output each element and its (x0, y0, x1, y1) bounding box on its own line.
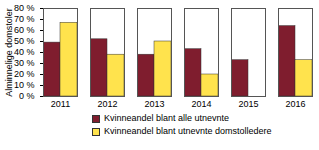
html-text:Kvinneandel blant utnevnte dom: Kvinneandel blant utnevnte domstolledere (104, 126, 272, 136)
svg-text:2011: 2011 (51, 99, 70, 109)
html-text:Kvinneandel blant alle utnevnt: Kvinneandel blant alle utnevnte (104, 113, 230, 123)
svg-text:2014: 2014 (191, 99, 211, 109)
svg-text:20 %: 20 % (14, 69, 35, 79)
svg-text:2016: 2016 (285, 99, 305, 109)
svg-text:60 %: 60 % (14, 25, 35, 35)
svg-text:0 %: 0 % (19, 91, 35, 101)
svg-text:30 %: 30 % (14, 58, 35, 68)
svg-text:2013: 2013 (144, 99, 164, 109)
svg-text:10 %: 10 % (14, 80, 35, 90)
svg-text:70 %: 70 % (14, 14, 35, 24)
svg-text:40 %: 40 % (14, 47, 35, 57)
svg-text:50 %: 50 % (14, 36, 35, 46)
svg-text:2012: 2012 (97, 99, 117, 109)
svg-text:Alminnelige domstoler: Alminnelige domstoler (4, 8, 14, 97)
svg-text:80 %: 80 % (14, 3, 35, 13)
svg-text:2015: 2015 (238, 99, 258, 109)
